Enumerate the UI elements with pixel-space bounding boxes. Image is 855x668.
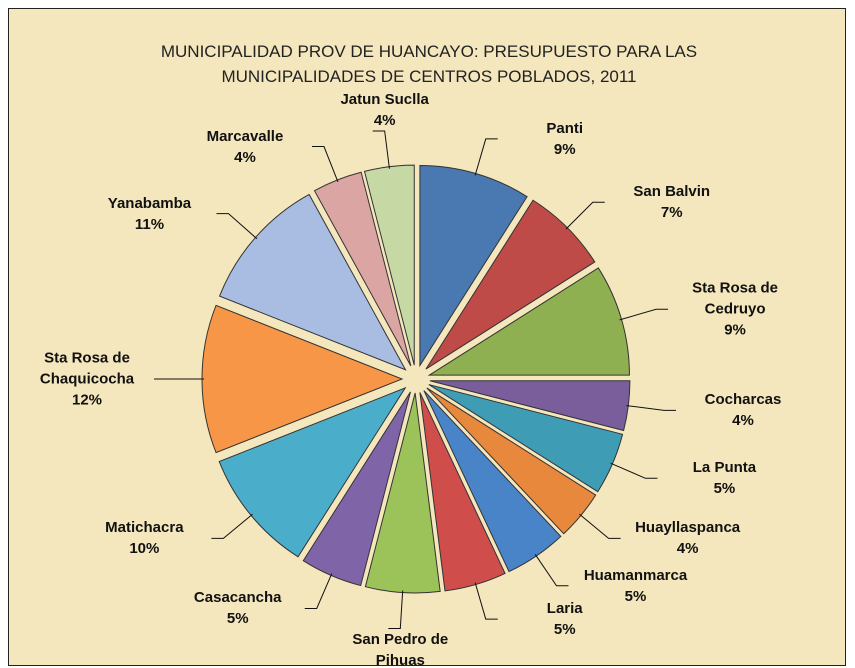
value-label: 5% [624, 587, 647, 605]
data-label: Cocharcas 4% [678, 389, 808, 431]
data-label: Marcavalle 4% [180, 126, 310, 168]
leader-line [304, 573, 333, 609]
category-label: Laria [546, 600, 583, 618]
category-label: Casacancha [193, 589, 282, 607]
category-label: Jatun Suclla [340, 90, 429, 108]
category-label: Cocharcas [704, 391, 782, 409]
category-label: San Pedro de Pihuas [352, 630, 449, 666]
value-label: 5% [553, 621, 576, 639]
value-label: 9% [553, 140, 576, 158]
leader-line [610, 462, 658, 479]
leader-line [311, 146, 339, 183]
chart [154, 130, 677, 630]
category-label: Sta Rosa de Chaquicocha [39, 349, 135, 388]
chart-title: MUNICIPALIDAD PROV DE HUANCAYO: PRESUPUE… [160, 42, 698, 86]
value-label: 4% [373, 111, 396, 129]
data-label: San Pedro de Pihuas6% [335, 629, 465, 666]
data-label: Yanabamba 11% [84, 193, 214, 235]
category-label: Panti [546, 119, 584, 137]
category-label: Huamanmarca [583, 566, 688, 584]
data-label: Jatun Suclla 4% [320, 89, 450, 131]
data-label: Laria 5% [500, 598, 630, 640]
data-label: La Punta 5% [659, 457, 789, 499]
data-label: Matichacra 10% [79, 517, 209, 559]
leader-line [211, 513, 253, 539]
data-label: Huamanmarca 5% [571, 565, 701, 607]
data-label: San Balvin 7% [607, 181, 737, 223]
data-label: Casacancha 5% [173, 587, 303, 629]
value-label: 4% [234, 148, 256, 166]
leader-line [372, 130, 390, 169]
leader-line [216, 213, 258, 240]
value-label: 12% [71, 391, 103, 409]
value-label: 5% [713, 480, 736, 498]
leader-line [474, 582, 498, 620]
value-label: 5% [226, 610, 249, 628]
value-label: 4% [676, 540, 699, 558]
category-label: Sta Rosa de Cedruyo [692, 279, 778, 318]
category-label: Huayllaspanca [635, 519, 741, 537]
leader-line [388, 590, 404, 630]
category-label: Marcavalle [206, 127, 284, 145]
data-label: Panti 9% [500, 118, 630, 160]
category-label: Matichacra [105, 519, 184, 537]
value-label: 4% [732, 412, 754, 430]
chart-frame: MUNICIPALIDAD PROV DE HUANCAYO: PRESUPUE… [8, 8, 846, 666]
data-label: Sta Rosa de Chaquicocha 12% [22, 348, 152, 411]
leader-line [474, 138, 498, 176]
leader-line [626, 405, 677, 411]
leader-line [534, 554, 569, 587]
leader-line [579, 513, 621, 539]
value-label: 11% [134, 215, 165, 233]
data-label: Sta Rosa de Cedruyo 9% [670, 278, 800, 341]
data-label: Huayllaspanca 4% [623, 517, 753, 559]
value-label: 7% [660, 204, 683, 222]
value-label: 9% [724, 321, 746, 339]
leader-line [565, 201, 605, 230]
category-label: San Balvin [633, 183, 711, 201]
leader-line [619, 308, 669, 321]
category-label: La Punta [692, 459, 757, 477]
value-label: 10% [129, 540, 160, 558]
category-label: Yanabamba [107, 194, 192, 212]
